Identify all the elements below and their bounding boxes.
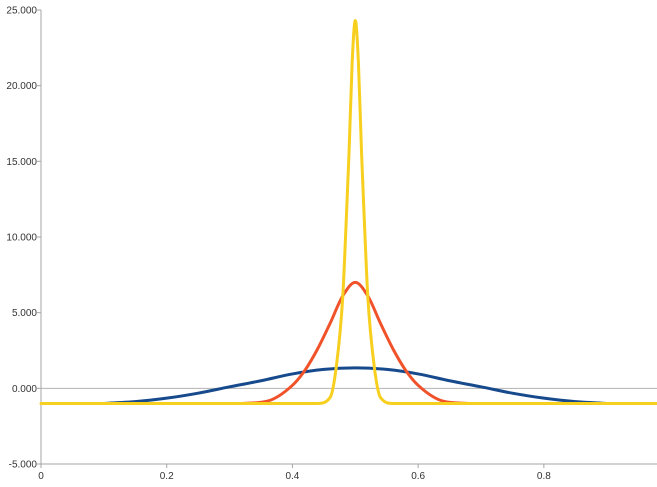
y-tick-label: 15.000 xyxy=(6,157,37,168)
chart-tick-labels: -5.000 0.000 5.000 10.000 15.000 20.000 25.000… xyxy=(6,6,551,483)
y-tick-label: 25.000 xyxy=(6,6,37,17)
y-tick-label: 0.000 xyxy=(12,384,37,395)
y-tick-label: 10.000 xyxy=(6,233,37,244)
x-tick-label: 0.6 xyxy=(411,471,425,482)
chart-series xyxy=(39,19,657,405)
x-tick-label: 0.4 xyxy=(285,471,299,482)
x-tick-label: 0.8 xyxy=(537,471,551,482)
series-line-3 xyxy=(39,19,657,405)
x-tick-label: 0.2 xyxy=(160,471,174,482)
y-tick-label: -5.000 xyxy=(9,460,38,471)
series-line-2 xyxy=(240,280,470,405)
y-tick-label: 20.000 xyxy=(6,81,37,92)
x-tick-label: 0 xyxy=(38,471,44,482)
chart-axes xyxy=(37,9,657,468)
series-line-1 xyxy=(102,366,609,405)
y-tick-label: 5.000 xyxy=(12,308,37,319)
